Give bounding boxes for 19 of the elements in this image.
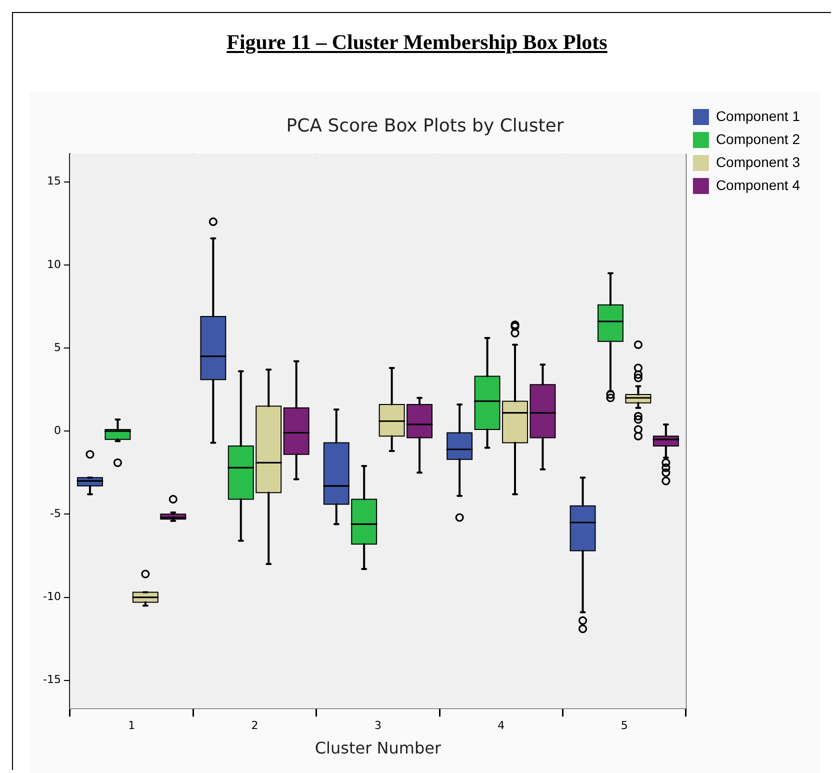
- x-tick-label: 5: [620, 719, 628, 732]
- y-tick-label: 15: [46, 174, 61, 188]
- legend-label: Component 2: [716, 130, 800, 147]
- x-tick-label: 1: [128, 719, 136, 732]
- y-tick-label: 10: [46, 258, 61, 271]
- legend-label: Component 3: [716, 154, 800, 170]
- y-tick-label: -10: [43, 590, 61, 604]
- x-tick-label: 4: [498, 719, 505, 732]
- y-tick-label: -15: [43, 673, 61, 686]
- x-axis-title: Cluster Number: [314, 738, 442, 758]
- legend-label: Component 4: [716, 176, 800, 193]
- chart-subtitle: PCA Score Box Plots by Cluster: [286, 115, 564, 136]
- legend-label: Component 1: [716, 108, 800, 124]
- x-tick-label: 3: [374, 719, 382, 732]
- x-tick-label: 2: [251, 719, 258, 732]
- chart-title: Figure 11 – Cluster Membership Box Plots: [226, 30, 608, 55]
- y-tick-label: 0: [54, 424, 61, 437]
- y-tick-label: -5: [50, 507, 61, 520]
- y-tick-label: 5: [54, 340, 61, 354]
